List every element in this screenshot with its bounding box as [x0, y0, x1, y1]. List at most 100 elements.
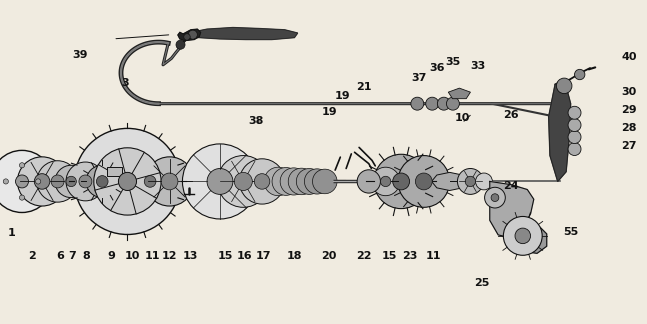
Ellipse shape — [437, 97, 450, 110]
Ellipse shape — [34, 174, 50, 189]
Ellipse shape — [288, 168, 314, 195]
Ellipse shape — [426, 97, 439, 110]
Ellipse shape — [182, 144, 258, 219]
Ellipse shape — [357, 170, 380, 193]
Ellipse shape — [313, 169, 337, 194]
Text: 19: 19 — [335, 91, 351, 100]
Ellipse shape — [79, 175, 92, 188]
Ellipse shape — [304, 169, 329, 194]
Polygon shape — [490, 181, 534, 238]
Ellipse shape — [568, 143, 581, 156]
Ellipse shape — [568, 131, 581, 144]
Ellipse shape — [415, 173, 432, 190]
Text: 55: 55 — [563, 227, 578, 237]
Ellipse shape — [144, 176, 156, 187]
Text: 12: 12 — [162, 251, 177, 261]
Text: 30: 30 — [621, 87, 637, 97]
Ellipse shape — [239, 159, 285, 204]
Ellipse shape — [51, 175, 64, 188]
Text: 40: 40 — [621, 52, 637, 62]
Text: 8: 8 — [82, 251, 90, 261]
Text: 6: 6 — [56, 251, 64, 261]
Ellipse shape — [575, 69, 585, 80]
Text: 20: 20 — [321, 251, 336, 261]
Text: 10: 10 — [454, 113, 470, 123]
Text: 39: 39 — [72, 50, 87, 60]
Ellipse shape — [411, 97, 424, 110]
Text: 27: 27 — [621, 141, 637, 151]
Text: 11: 11 — [426, 251, 441, 261]
Ellipse shape — [19, 195, 25, 200]
Text: 9: 9 — [107, 251, 115, 261]
Text: 29: 29 — [621, 105, 637, 115]
Ellipse shape — [55, 165, 87, 198]
Ellipse shape — [515, 228, 531, 244]
Text: 17: 17 — [256, 251, 271, 261]
Text: 23: 23 — [402, 251, 418, 261]
Text: 7: 7 — [69, 251, 76, 261]
Ellipse shape — [476, 173, 492, 190]
Ellipse shape — [254, 174, 270, 189]
Text: 19: 19 — [322, 107, 338, 117]
Polygon shape — [178, 29, 201, 40]
Ellipse shape — [371, 167, 400, 196]
Ellipse shape — [3, 179, 8, 184]
Ellipse shape — [280, 168, 307, 195]
Text: 2: 2 — [28, 251, 36, 261]
Ellipse shape — [66, 176, 76, 187]
Text: 15: 15 — [217, 251, 233, 261]
Ellipse shape — [556, 78, 572, 94]
Text: 11: 11 — [145, 251, 160, 261]
Ellipse shape — [446, 97, 459, 110]
Ellipse shape — [234, 172, 252, 191]
Ellipse shape — [188, 30, 197, 39]
Ellipse shape — [132, 163, 168, 200]
Ellipse shape — [17, 157, 67, 206]
Text: 35: 35 — [445, 57, 461, 66]
Ellipse shape — [118, 172, 137, 191]
Text: 18: 18 — [287, 251, 302, 261]
Ellipse shape — [161, 173, 178, 190]
Ellipse shape — [491, 194, 499, 202]
Ellipse shape — [272, 168, 300, 195]
Ellipse shape — [374, 154, 428, 209]
Ellipse shape — [465, 176, 476, 187]
Text: 37: 37 — [411, 73, 427, 83]
Ellipse shape — [96, 176, 108, 187]
Ellipse shape — [503, 216, 542, 255]
Ellipse shape — [457, 168, 483, 194]
Ellipse shape — [296, 168, 322, 194]
Polygon shape — [186, 28, 298, 40]
Ellipse shape — [19, 163, 25, 168]
Ellipse shape — [37, 161, 78, 202]
Ellipse shape — [398, 156, 450, 207]
Text: 38: 38 — [248, 117, 263, 126]
Text: 10: 10 — [125, 251, 140, 261]
Ellipse shape — [0, 150, 53, 213]
Text: 24: 24 — [503, 181, 519, 191]
Ellipse shape — [86, 165, 118, 198]
Ellipse shape — [184, 34, 190, 40]
Ellipse shape — [176, 40, 185, 49]
Text: 28: 28 — [621, 123, 637, 133]
Text: 25: 25 — [474, 279, 490, 288]
Text: 33: 33 — [470, 62, 485, 71]
Ellipse shape — [207, 168, 233, 194]
Ellipse shape — [74, 128, 181, 235]
Text: 16: 16 — [237, 251, 252, 261]
Ellipse shape — [380, 176, 391, 187]
Ellipse shape — [264, 167, 292, 196]
Text: 13: 13 — [183, 251, 199, 261]
Text: 3: 3 — [121, 78, 129, 87]
Ellipse shape — [568, 106, 581, 119]
Ellipse shape — [393, 173, 410, 190]
Ellipse shape — [16, 175, 28, 188]
Ellipse shape — [568, 119, 581, 132]
Text: 21: 21 — [356, 83, 371, 92]
Text: 1: 1 — [8, 228, 16, 238]
Text: 22: 22 — [356, 251, 372, 261]
Text: 26: 26 — [503, 110, 519, 120]
Ellipse shape — [36, 179, 41, 184]
Ellipse shape — [217, 156, 269, 207]
Text: 15: 15 — [382, 251, 397, 261]
